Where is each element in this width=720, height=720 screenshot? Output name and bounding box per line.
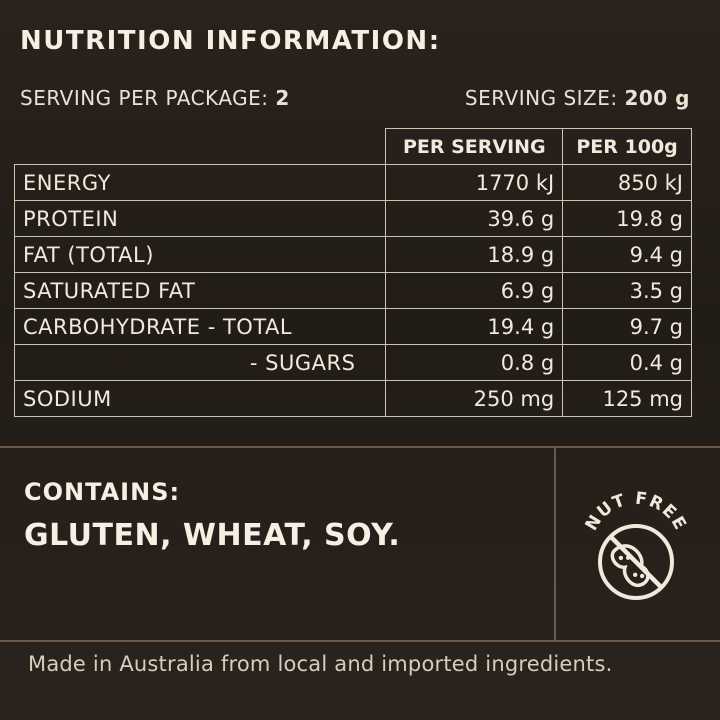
header-blank	[14, 128, 387, 165]
serving-per-package-label: SERVING PER PACKAGE:	[20, 86, 269, 110]
nutrient-name: SATURATED FAT	[13, 272, 387, 309]
per-100g-value: 19.8 g	[562, 200, 692, 237]
badge-panel	[556, 446, 720, 642]
per-serving-value: 6.9 g	[385, 272, 564, 309]
per-100g-value: 9.7 g	[562, 308, 692, 345]
serving-per-package-value: 2	[275, 86, 290, 110]
per-serving-value: 18.9 g	[385, 236, 564, 273]
per-serving-value: 1770 kJ	[385, 164, 564, 201]
nutrient-name: SODIUM	[13, 380, 387, 417]
per-100g-value: 9.4 g	[562, 236, 692, 273]
per-100g-value: 3.5 g	[562, 272, 692, 309]
nutrient-name: - SUGARS	[13, 344, 387, 381]
per-100g-value: 850 kJ	[562, 164, 692, 201]
per-serving-value: 0.8 g	[385, 344, 564, 381]
table-row-protein: PROTEIN 39.6 g 19.8 g	[13, 200, 692, 237]
per-serving-value: 19.4 g	[385, 308, 564, 345]
nutrient-name: ENERGY	[13, 164, 387, 201]
nutrition-title: NUTRITION INFORMATION:	[20, 26, 441, 56]
table-row-sugars: - SUGARS 0.8 g 0.4 g	[13, 344, 692, 381]
table-row-energy: ENERGY 1770 kJ 850 kJ	[13, 164, 692, 201]
table-row-fat-total: FAT (TOTAL) 18.9 g 9.4 g	[13, 236, 692, 273]
contains-label: CONTAINS:	[24, 478, 181, 506]
nutrient-name: CARBOHYDRATE - TOTAL	[13, 308, 387, 345]
per-serving-value: 39.6 g	[385, 200, 564, 237]
serving-size: SERVING SIZE: 200 g	[465, 86, 690, 110]
allergen-panel	[0, 446, 556, 642]
origin-statement: Made in Australia from local and importe…	[28, 652, 613, 676]
table-header-row: PER SERVING PER 100g	[14, 128, 692, 165]
contains-value: GLUTEN, WHEAT, SOY.	[24, 518, 401, 553]
per-serving-value: 250 mg	[385, 380, 564, 417]
nut-free-badge: NUT FREE	[572, 484, 700, 612]
serving-size-value: 200 g	[624, 86, 690, 110]
nutrition-table: PER SERVING PER 100g ENERGY 1770 kJ 850 …	[13, 128, 692, 417]
serving-per-package: SERVING PER PACKAGE: 2	[20, 86, 290, 110]
serving-size-label: SERVING SIZE:	[464, 86, 618, 110]
header-per-100g: PER 100g	[562, 128, 692, 165]
nutrient-name: PROTEIN	[13, 200, 387, 237]
per-100g-value: 125 mg	[562, 380, 692, 417]
per-100g-value: 0.4 g	[562, 344, 692, 381]
table-row-carbohydrate: CARBOHYDRATE - TOTAL 19.4 g 9.7 g	[13, 308, 692, 345]
no-peanut-icon: NUT FREE	[582, 489, 689, 600]
header-per-serving: PER SERVING	[385, 128, 564, 165]
table-row-saturated-fat: SATURATED FAT 6.9 g 3.5 g	[13, 272, 692, 309]
nutrient-name: FAT (TOTAL)	[13, 236, 387, 273]
table-row-sodium: SODIUM 250 mg 125 mg	[13, 380, 692, 417]
